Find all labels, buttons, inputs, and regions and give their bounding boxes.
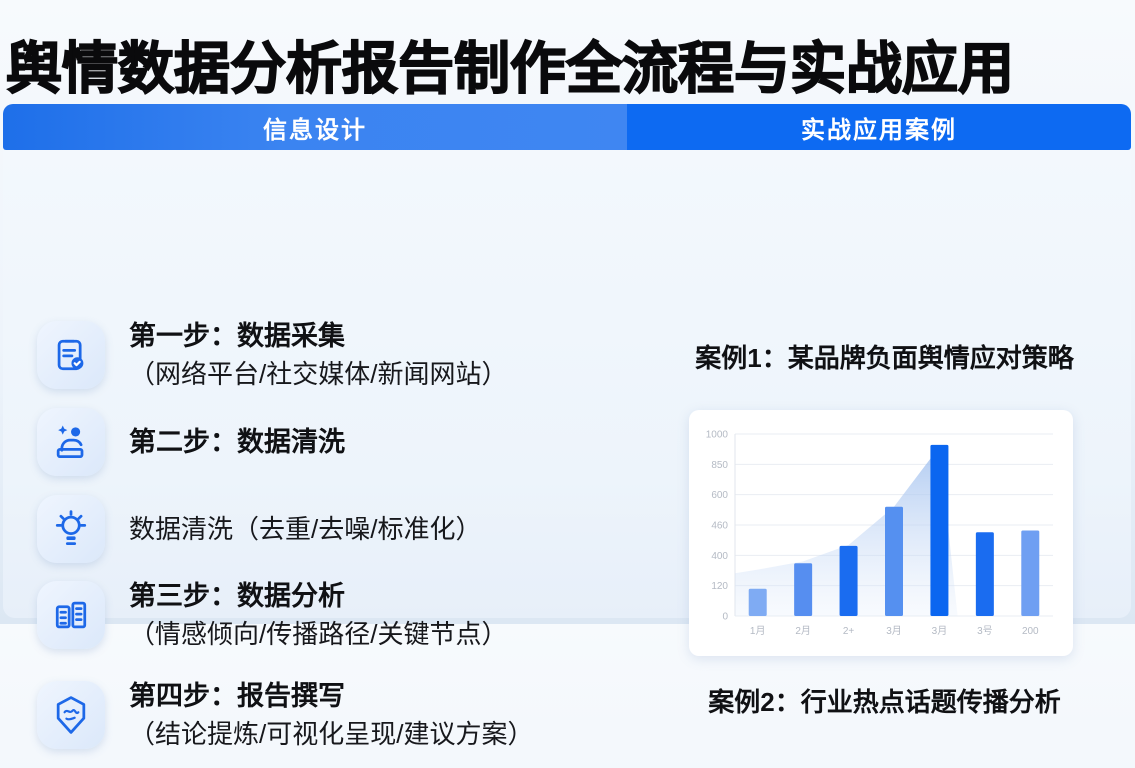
step-row-data-analysis: 第三步：数据分析 （情感倾向/传播路径/关键节点）: [37, 578, 507, 652]
svg-text:3月: 3月: [932, 625, 948, 637]
case2-title: 案例2：行业热点话题传播分析: [708, 687, 1061, 717]
clipboard-check-icon: [37, 321, 105, 389]
svg-text:0: 0: [722, 612, 728, 623]
svg-text:1月: 1月: [750, 625, 766, 637]
page-title: 舆情数据分析报告制作全流程与实战应用: [5, 36, 1015, 100]
shield-badge-icon: [37, 681, 105, 749]
step5-title: 第四步：报告撰写: [129, 681, 345, 711]
step3-text: 数据清洗（去重/去噪/标准化）: [129, 514, 482, 544]
open-book-icon: [37, 581, 105, 649]
step-row-report-writing: 第四步：报告撰写 （结论提炼/可视化呈现/建议方案）: [37, 678, 533, 752]
svg-text:2月: 2月: [795, 625, 811, 637]
svg-text:850: 850: [711, 460, 728, 471]
step-row-cleaning-detail: 数据清洗（去重/去噪/标准化）: [37, 495, 481, 563]
case1-title: 案例1：某品牌负面舆情应对策略: [695, 343, 1074, 373]
step5-subtitle: （结论提炼/可视化呈现/建议方案）: [129, 719, 534, 749]
person-sparkle-icon: [37, 408, 105, 476]
content-panel: 第一步：数据采集 （网络平台/社交媒体/新闻网站） 第二步：数据清洗: [3, 150, 1131, 749]
svg-text:1000: 1000: [706, 430, 729, 441]
section-headers: 信息设计 实战应用案例: [3, 104, 1131, 150]
step-row-data-collection: 第一步：数据采集 （网络平台/社交媒体/新闻网站）: [37, 318, 507, 392]
step1-subtitle: （网络平台/社交媒体/新闻网站）: [129, 359, 508, 389]
step1-title: 第一步：数据采集: [129, 321, 345, 351]
step2-title: 第二步：数据清洗: [129, 427, 345, 457]
step4-subtitle: （情感倾向/传播路径/关键节点）: [129, 619, 508, 649]
svg-text:200: 200: [1022, 626, 1039, 637]
svg-text:460: 460: [711, 521, 728, 532]
bar-chart-card: 1000 850 600 460 400 120 0 1月 2月 2+ 3月 3月 3号 200: [689, 410, 1073, 656]
svg-text:3号: 3号: [977, 625, 993, 637]
cases-section: 案例1：某品牌负面舆情应对策略 1000 850 600 460 400 120 0 1月 2月…: [631, 300, 1135, 768]
svg-text:2+: 2+: [843, 626, 855, 637]
svg-text:120: 120: [711, 581, 728, 592]
step-row-data-cleaning: 第二步：数据清洗: [37, 408, 345, 476]
svg-text:3月: 3月: [886, 625, 902, 637]
bar-chart: 1000 850 600 460 400 120 0 1月 2月 2+ 3月 3月 3号 200: [706, 430, 1053, 637]
step4-title: 第三步：数据分析: [129, 581, 345, 611]
left-panel-header-label: 信息设计: [263, 116, 367, 144]
left-panel-header: 信息设计: [3, 104, 627, 150]
svg-text:600: 600: [711, 490, 728, 501]
right-panel-header-label: 实战应用案例: [801, 116, 957, 144]
lightbulb-icon: [37, 495, 105, 563]
right-panel-header: 实战应用案例: [627, 104, 1131, 150]
svg-text:400: 400: [711, 551, 728, 562]
